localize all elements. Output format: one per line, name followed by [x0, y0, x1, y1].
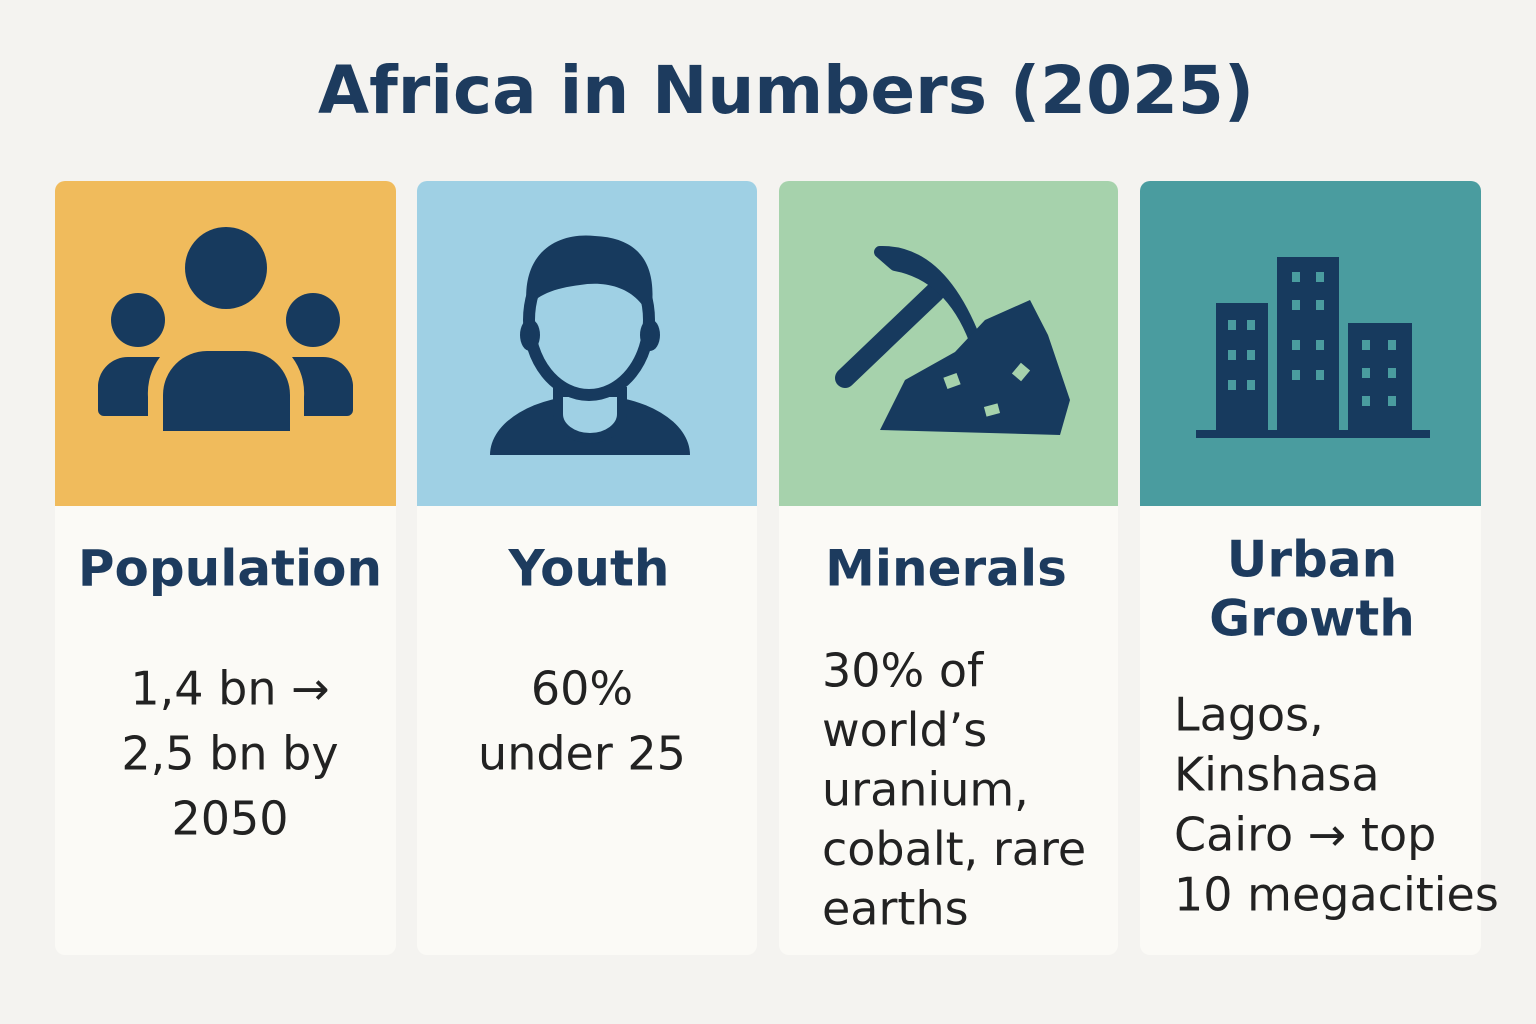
card-title: Minerals — [825, 540, 1067, 598]
card-text: 2050 — [171, 792, 288, 846]
card-text: 10 megacities — [1174, 868, 1499, 922]
card-text: 60% — [531, 662, 633, 716]
card-title: Youth — [507, 540, 669, 598]
card-text: under 25 — [478, 727, 686, 781]
card-text: 30% of — [822, 644, 985, 698]
card-text: Cairo → top — [1174, 808, 1436, 862]
card-text: world’s — [822, 703, 987, 757]
youth-icon — [490, 235, 690, 455]
card-text: Lagos, — [1174, 688, 1324, 742]
card-text: Kinshasa — [1174, 748, 1380, 802]
card-text: earths — [822, 882, 969, 936]
population-icon — [98, 227, 353, 431]
card-text: 1,4 bn → — [130, 662, 329, 716]
card-text: uranium, — [822, 763, 1029, 817]
card-title: Urban — [1227, 531, 1397, 589]
card-text: cobalt, rare — [822, 822, 1086, 876]
card-title: Population — [78, 540, 382, 598]
card-title: Growth — [1209, 590, 1415, 648]
page-title: Africa in Numbers (2025) — [318, 52, 1254, 129]
urban-icon — [1196, 257, 1430, 438]
minerals-icon — [835, 245, 1070, 435]
card-text: 2,5 bn by — [121, 727, 338, 781]
